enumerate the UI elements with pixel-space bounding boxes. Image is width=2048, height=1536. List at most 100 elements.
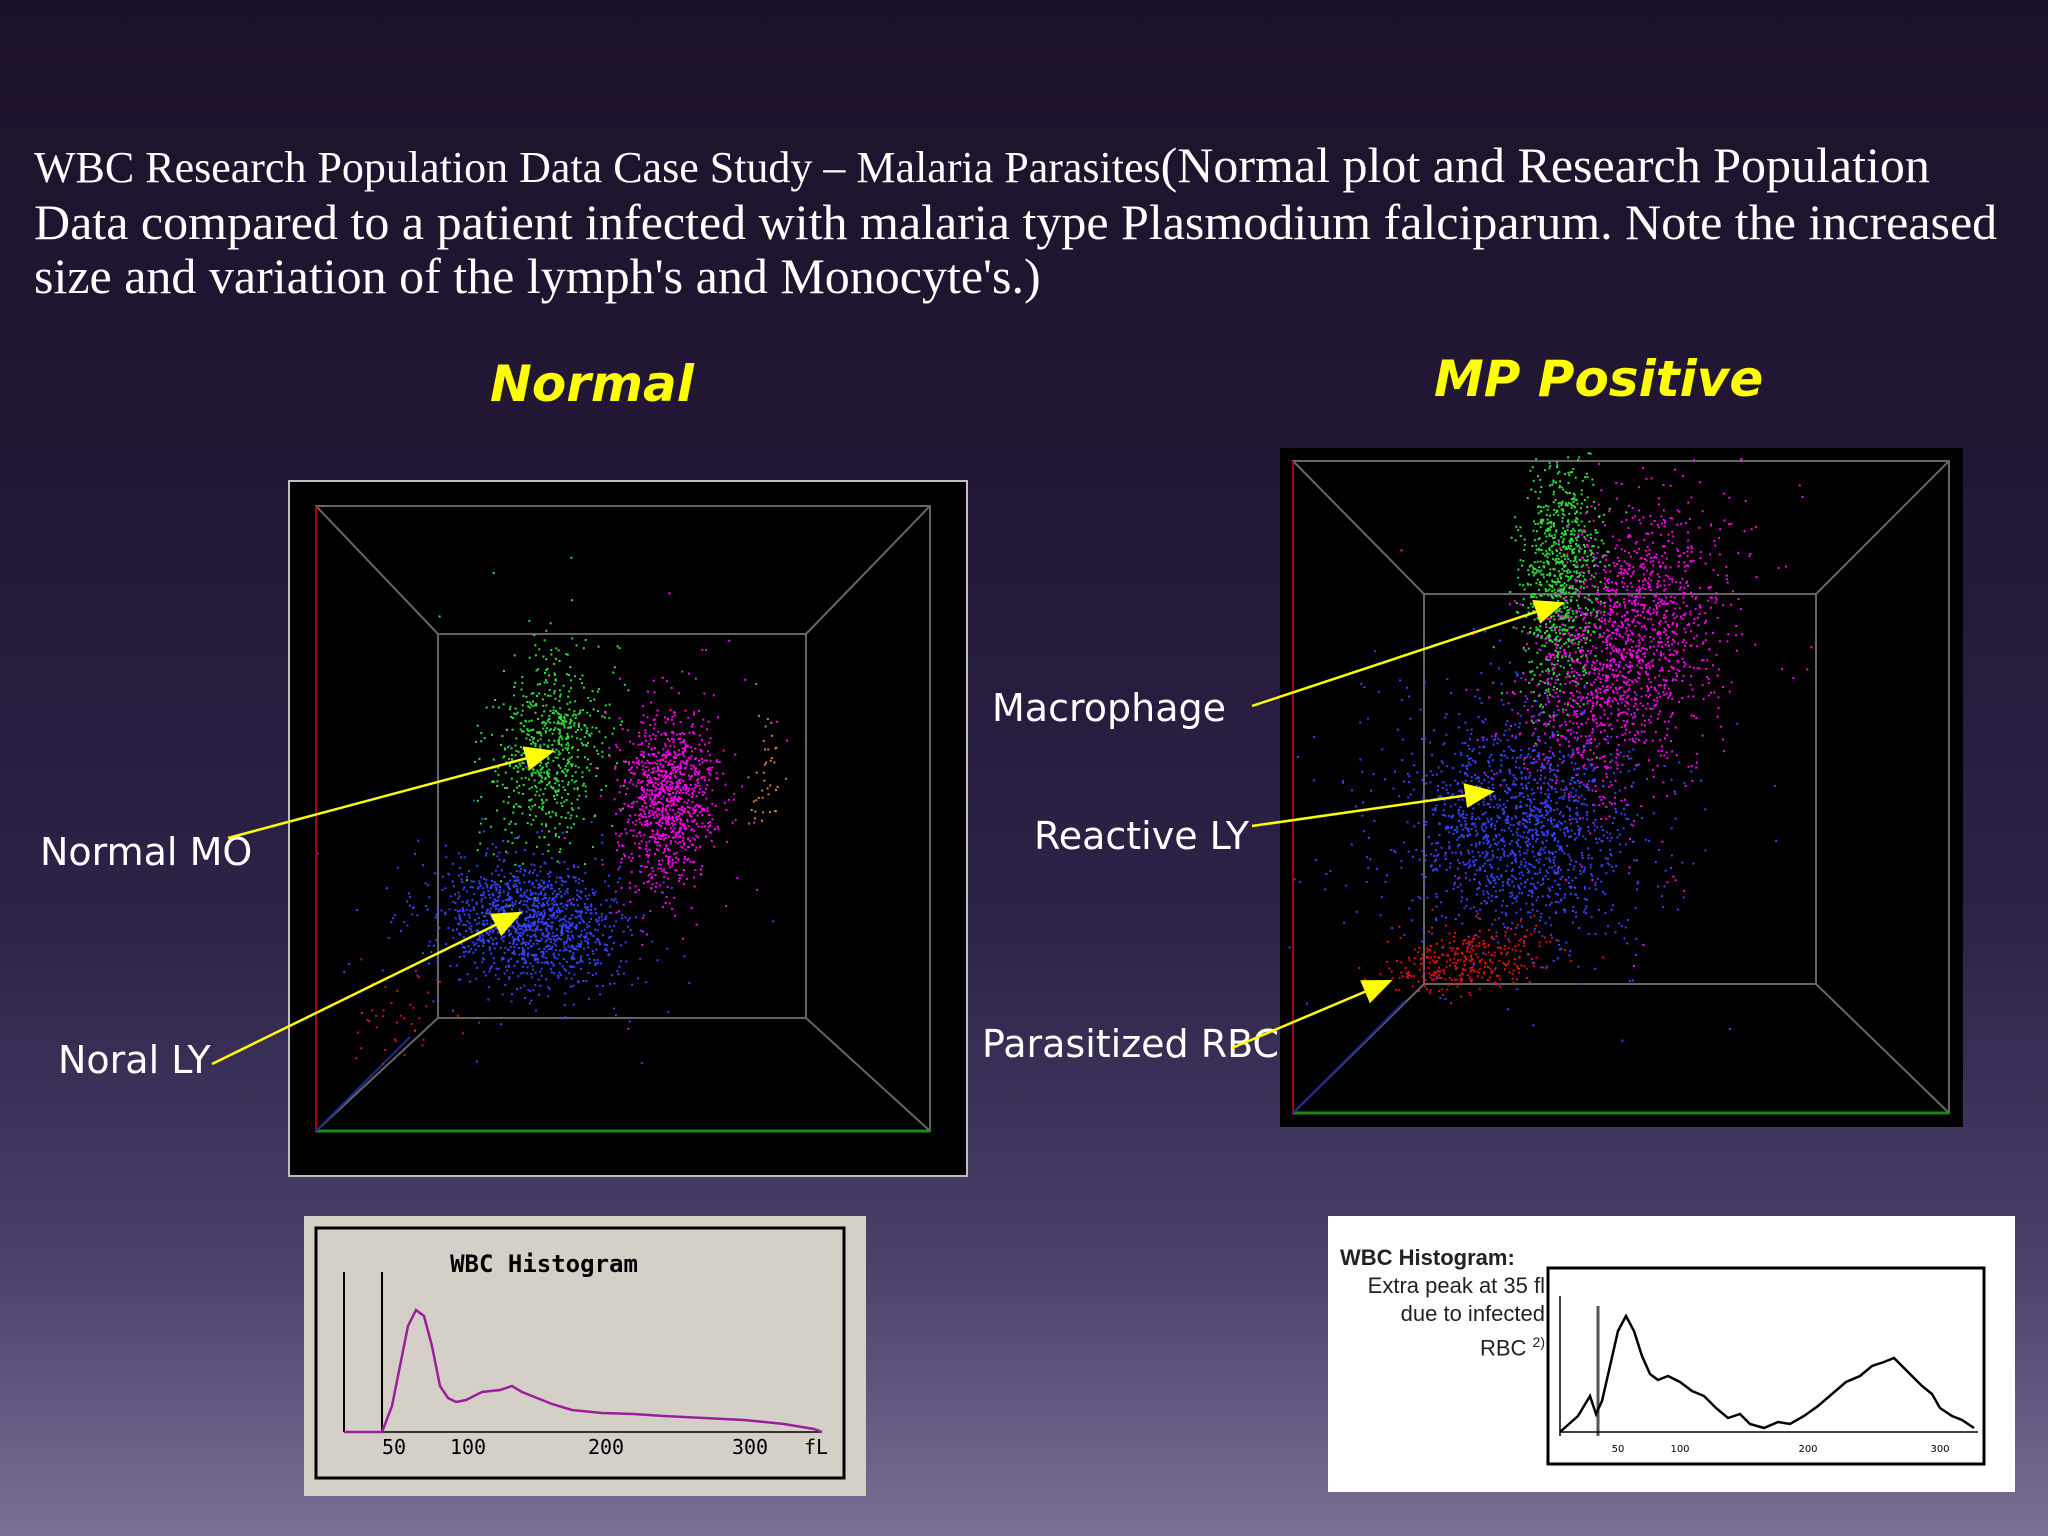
cell-dot (1550, 522, 1553, 525)
cell-dot (1540, 569, 1543, 572)
cell-dot (615, 762, 618, 765)
cell-dot (580, 940, 583, 943)
cell-dot (637, 977, 639, 980)
cell-dot (631, 802, 634, 805)
cell-dot (432, 1000, 435, 1003)
cell-dot (1598, 669, 1601, 672)
cell-dot (1709, 553, 1712, 556)
cell-dot (535, 790, 538, 793)
cell-dot (631, 934, 633, 937)
cell-dot (655, 714, 658, 717)
cell-dot (1595, 722, 1598, 725)
cell-dot (1616, 601, 1619, 604)
cell-dot (559, 924, 562, 927)
cell-dot (642, 768, 645, 771)
cell-dot (503, 755, 506, 758)
cell-dot (642, 816, 645, 819)
cell-dot (541, 780, 544, 783)
cell-dot (518, 939, 520, 942)
cell-dot (627, 804, 629, 807)
cell-dot (1595, 756, 1598, 759)
cell-dot (607, 954, 610, 957)
cell-dot (1559, 592, 1562, 595)
cell-dot (674, 788, 677, 790)
cell-dot (1629, 661, 1632, 664)
cell-dot (534, 771, 537, 774)
cell-dot (607, 874, 610, 877)
cell-dot (660, 797, 663, 800)
cell-dot (573, 926, 576, 929)
cell-dot (1730, 681, 1733, 684)
cell-dot (539, 928, 542, 931)
cell-dot (584, 939, 587, 942)
cell-dot (1561, 562, 1564, 565)
cell-dot (557, 780, 560, 783)
cell-dot (584, 743, 587, 746)
cell-dot (1672, 666, 1675, 669)
cell-dot (505, 761, 508, 764)
cell-dot (601, 859, 604, 861)
cell-dot (1557, 502, 1560, 505)
cell-dot (1579, 712, 1582, 715)
cell-dot (671, 836, 674, 839)
cell-dot (593, 893, 596, 896)
cell-dot (526, 906, 529, 909)
cell-dot (496, 855, 499, 858)
cell-dot (1648, 606, 1651, 609)
cell-dot (468, 922, 471, 925)
cell-dot (1615, 649, 1618, 652)
cell-dot (1623, 568, 1626, 571)
cell-dot (366, 1019, 369, 1022)
cell-dot (548, 768, 551, 771)
cell-dot (1551, 586, 1554, 589)
cell-dot (500, 908, 503, 911)
cell-dot (1583, 763, 1586, 766)
cell-dot (495, 889, 498, 892)
cell-dot (469, 948, 472, 951)
cell-dot (1626, 611, 1629, 613)
cell-dot (502, 860, 505, 863)
cell-dot (694, 773, 697, 776)
cell-dot (666, 804, 669, 807)
cell-dot (691, 723, 694, 726)
cell-dot (620, 858, 623, 860)
cell-dot (704, 743, 706, 746)
cell-dot (769, 784, 772, 787)
cell-dot (546, 901, 549, 904)
cell-dot (1509, 591, 1512, 593)
cell-dot (726, 840, 728, 843)
cell-dot (1613, 604, 1616, 607)
cell-dot (576, 756, 579, 759)
cell-dot (515, 891, 518, 893)
cell-dot (1620, 483, 1623, 485)
cell-dot (472, 951, 475, 954)
cell-dot (1564, 531, 1567, 534)
cell-dot (1596, 586, 1599, 589)
cell-dot (1589, 452, 1592, 455)
cell-dot (698, 709, 700, 712)
cell-dot (525, 695, 528, 698)
cell-dot (671, 822, 673, 825)
cell-dot (649, 796, 652, 799)
cell-dot (525, 910, 528, 913)
cell-dot (544, 940, 547, 943)
cell-dot (1556, 554, 1559, 557)
cell-dot (1696, 667, 1699, 670)
cell-dot (689, 860, 692, 863)
cell-dot (1539, 510, 1542, 513)
cell-dot (675, 869, 678, 872)
cell-dot (1628, 866, 1631, 869)
cell-dot (601, 985, 604, 987)
cell-dot (436, 959, 439, 962)
cell-dot (1565, 584, 1568, 587)
cell-dot (1664, 565, 1667, 568)
cell-dot (542, 801, 545, 804)
cell-dot (1585, 672, 1588, 675)
cell-dot (708, 779, 711, 781)
cell-dot (1622, 658, 1625, 661)
cell-dot (503, 859, 506, 862)
cell-dot (501, 907, 504, 910)
cell-dot (515, 713, 518, 716)
cell-dot (570, 901, 573, 904)
cell-dot (613, 1007, 615, 1010)
